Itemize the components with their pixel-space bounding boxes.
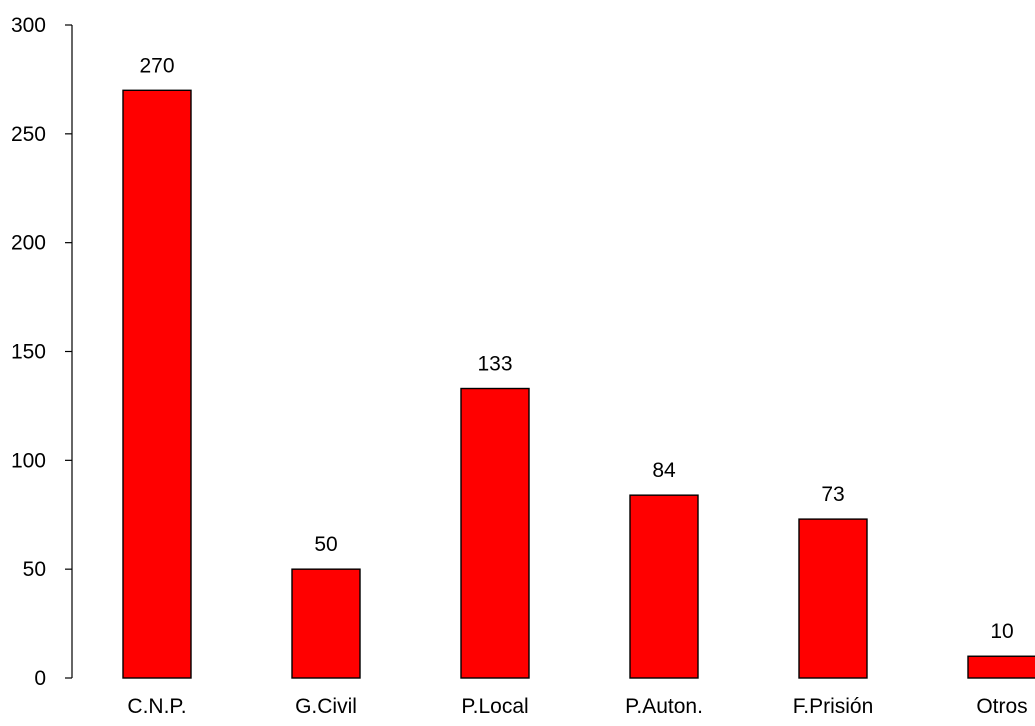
bar-3 <box>460 387 530 679</box>
bar-2 <box>291 568 361 679</box>
y-tick-label: 200 <box>11 232 46 255</box>
category-label: P.Auton. <box>625 695 703 718</box>
y-tick-label: 100 <box>11 449 46 472</box>
bar-6 <box>967 655 1035 679</box>
y-tick-label: 250 <box>11 123 46 146</box>
category-label: F.Prisión <box>793 695 874 718</box>
data-label: 84 <box>652 459 676 482</box>
category-label: P.Local <box>461 695 528 718</box>
y-tick-label: 0 <box>34 667 46 690</box>
category-label: G.Civil <box>295 695 357 718</box>
bars <box>122 89 1035 679</box>
axes <box>65 24 73 679</box>
bar-1 <box>122 89 192 679</box>
data-label: 133 <box>477 353 512 376</box>
data-label: 10 <box>990 620 1013 643</box>
bar-4 <box>629 494 699 679</box>
y-tick-label: 150 <box>11 341 46 364</box>
bar-5 <box>798 518 868 679</box>
y-tick-label: 50 <box>23 558 46 581</box>
category-label: C.N.P. <box>127 695 186 718</box>
y-tick-label: 300 <box>11 14 46 37</box>
data-label: 270 <box>139 54 174 77</box>
category-label: Otros <box>976 695 1027 718</box>
data-label: 73 <box>821 483 844 506</box>
labels: 0 50 100 150 200 250 300 270 C.N.P. 50 G.Civil 133 P… <box>11 14 1028 718</box>
data-label: 50 <box>314 533 337 556</box>
